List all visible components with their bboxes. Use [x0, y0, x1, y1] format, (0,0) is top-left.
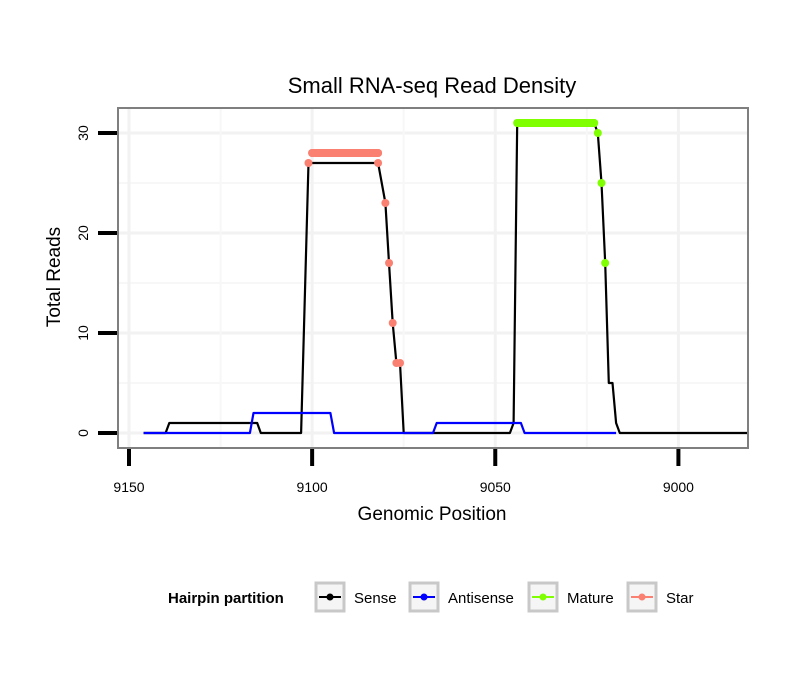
y-tick-label: 0	[75, 429, 91, 437]
data-point-star	[381, 199, 390, 207]
data-point-star	[388, 319, 397, 327]
data-point-star	[363, 149, 372, 157]
legend-label: Sense	[354, 590, 397, 607]
series-line-antisense	[143, 411, 617, 435]
legend-item-star: Star	[626, 581, 694, 613]
legend-item-sense: Sense	[314, 581, 397, 613]
panel-border	[117, 107, 749, 449]
data-point-star	[330, 149, 339, 157]
chart-title: Small RNA-seq Read Density	[288, 73, 577, 98]
data-point-star	[341, 149, 350, 157]
x-axis-label: Genomic Position	[358, 504, 507, 525]
data-point-mature	[513, 119, 522, 127]
legend-key-point	[326, 593, 334, 601]
panel-background	[118, 108, 748, 448]
y-axis: 0 10 20 30	[75, 125, 117, 437]
legend-key-point	[539, 593, 547, 601]
data-point-star	[304, 159, 313, 167]
data-point-mature	[593, 129, 602, 137]
legend-key-point	[420, 593, 428, 601]
legend-label: Antisense	[448, 590, 514, 607]
y-tick-label: 30	[75, 125, 91, 141]
data-point-mature	[546, 119, 555, 127]
data-point-mature	[535, 119, 544, 127]
data-point-star	[352, 149, 361, 157]
data-point-mature	[579, 119, 588, 127]
data-point-mature	[568, 119, 577, 127]
data-point-mature	[524, 119, 533, 127]
data-point-star	[385, 259, 394, 267]
x-tick-label: 9150	[113, 479, 144, 495]
gridlines	[118, 108, 748, 448]
legend-item-mature: Mature	[527, 581, 614, 613]
x-axis: 9150 9100 9050 9000	[113, 449, 694, 495]
data-point-star	[374, 149, 383, 157]
legend-item-antisense: Antisense	[408, 581, 514, 613]
y-tick-label: 20	[75, 225, 91, 241]
y-tick-label: 10	[75, 325, 91, 341]
series-star	[304, 149, 405, 367]
legend-label: Star	[666, 590, 694, 607]
legend-key-point	[638, 593, 646, 601]
data-point-mature	[601, 259, 610, 267]
x-tick-label: 9050	[480, 479, 511, 495]
legend: Hairpin partition Sense Antisense Mature St…	[168, 581, 694, 613]
series-mature	[513, 119, 610, 267]
data-point-mature	[590, 119, 599, 127]
data-point-mature	[557, 119, 566, 127]
data-point-star	[319, 149, 328, 157]
series-line-sense	[143, 121, 748, 435]
legend-label: Mature	[567, 590, 614, 607]
data-point-mature	[597, 179, 606, 187]
data-point-star	[374, 159, 383, 167]
x-tick-label: 9100	[297, 479, 328, 495]
plot-panel	[117, 107, 749, 449]
data-point-star	[396, 359, 405, 367]
y-axis-label: Total Reads	[44, 227, 65, 327]
x-tick-label: 9000	[663, 479, 694, 495]
legend-title: Hairpin partition	[168, 590, 284, 607]
data-point-star	[308, 149, 317, 157]
